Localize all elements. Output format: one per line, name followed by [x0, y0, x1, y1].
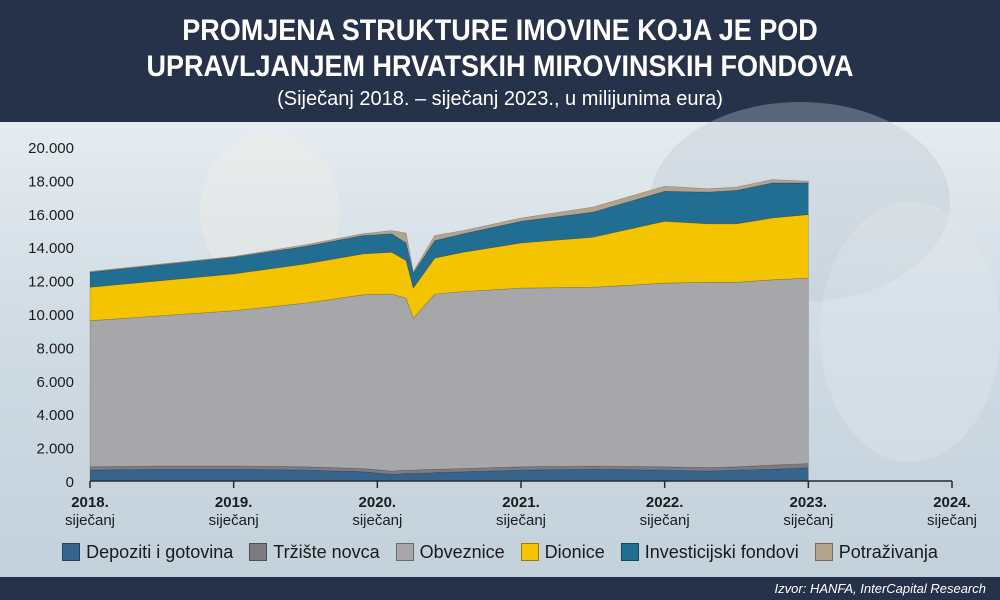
legend-label: Potraživanja: [838, 541, 938, 562]
legend-item: Dionice: [520, 541, 605, 563]
legend-swatch: [62, 543, 81, 561]
area-series: [89, 214, 809, 322]
source-note: Izvor: HANFA, InterCapital Research: [774, 581, 986, 596]
legend-item: Tržište novca: [249, 541, 380, 563]
legend-label: Depoziti i gotovina: [86, 541, 234, 562]
x-tick-year: 2020.: [359, 494, 397, 511]
x-tick-year: 2018.: [71, 494, 109, 511]
x-tick-month: siječanj: [352, 512, 402, 529]
x-tick-month: siječanj: [640, 512, 690, 529]
legend-swatch: [520, 543, 539, 561]
x-tick-year: 2022.: [646, 494, 684, 511]
x-tick-year: 2019.: [215, 494, 253, 511]
legend-label: Investicijski fondovi: [644, 541, 799, 562]
chart-legend: Depoziti i gotovina Tržište novca Obveznic…: [0, 538, 1000, 566]
chart-subtitle: (Siječanj 2018. – siječanj 2023., u mili…: [277, 88, 723, 110]
chart-title-line1: PROMJENA STRUKTURE IMOVINE KOJA JE POD: [182, 14, 818, 47]
footer-bar: Izvor: HANFA, InterCapital Research: [0, 577, 1000, 600]
y-tick-label: 6.000: [36, 374, 74, 391]
chart-title-line2: UPRAVLJANJEM HRVATSKIH MIROVINSKIH FONDO…: [146, 50, 854, 83]
x-tick-month: siječanj: [927, 512, 977, 529]
y-tick-label: 0: [66, 474, 74, 491]
header-banner: [0, 0, 1000, 122]
legend-swatch: [620, 543, 639, 561]
legend-swatch: [395, 543, 414, 561]
y-tick-label: 16.000: [28, 207, 74, 224]
legend-swatch: [249, 543, 268, 561]
legend-label: Obveznice: [419, 541, 505, 562]
y-tick-label: 18.000: [28, 173, 74, 190]
y-tick-label: 10.000: [28, 307, 74, 324]
y-tick-label: 20.000: [28, 140, 74, 157]
legend-swatch: [814, 543, 833, 561]
legend-item: Investicijski fondovi: [620, 541, 799, 563]
y-tick-label: 8.000: [36, 340, 74, 357]
y-tick-label: 4.000: [36, 407, 74, 424]
legend-label: Dionice: [544, 541, 605, 562]
legend-label: Tržište novca: [273, 541, 380, 562]
area-series: [89, 179, 809, 274]
y-tick-label: 2.000: [36, 441, 74, 458]
x-tick-month: siječanj: [209, 512, 259, 529]
stacked-area-chart: 0 2.000 4.000 6.000 8.000 10.000 12.000 14.000 1…: [28, 140, 977, 529]
legend-item: Depoziti i gotovina: [62, 542, 233, 563]
x-tick-month: siječanj: [783, 512, 833, 529]
x-tick-month: siječanj: [65, 512, 115, 529]
area-series: [89, 182, 809, 289]
photo-blob: [820, 202, 1000, 462]
y-tick-label: 14.000: [28, 240, 74, 257]
y-tick-label: 12.000: [28, 274, 74, 291]
x-tick-year: 2021.: [502, 494, 540, 511]
x-tick-year: 2023.: [790, 494, 828, 511]
area-series: [89, 277, 809, 472]
x-tick-month: siječanj: [496, 512, 546, 529]
legend-item: Potraživanja: [814, 541, 938, 563]
legend-item: Obveznice: [395, 541, 505, 563]
x-tick-year: 2024.: [933, 494, 971, 511]
